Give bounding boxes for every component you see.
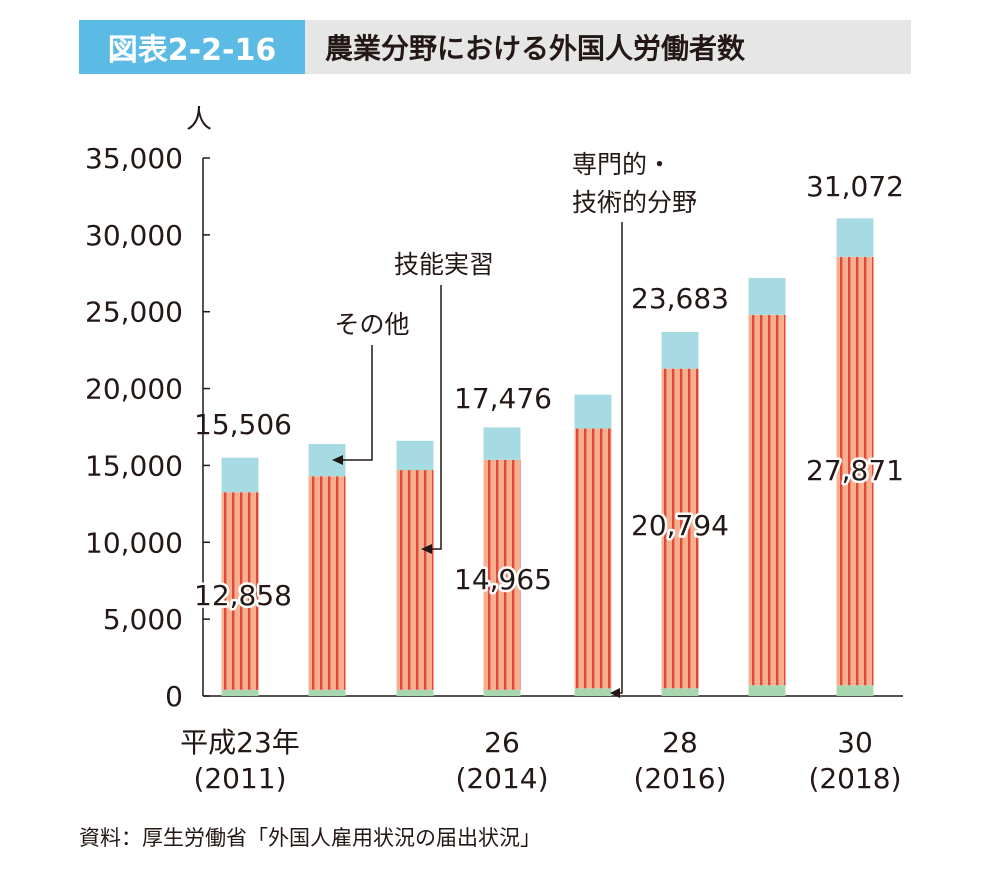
y-tick-label: 25,000 <box>85 296 183 329</box>
bar-other <box>574 394 612 429</box>
data-label-trainee: 20,794 <box>631 509 729 542</box>
bar-professional <box>221 689 259 696</box>
bar-other <box>748 277 786 315</box>
bar-other <box>483 427 521 460</box>
annotation-other: その他 <box>334 310 409 339</box>
x-tick-sublabel: (2011) <box>193 762 286 795</box>
data-label-total: 17,476 <box>454 382 552 415</box>
leader-line-other <box>340 345 373 461</box>
bar-trainee <box>836 256 874 686</box>
leader-arrow-professional <box>610 688 620 698</box>
bar-professional <box>396 689 434 696</box>
annotation-trainee: 技能実習 <box>394 250 494 279</box>
x-tick-label: 平成23年 <box>180 726 300 759</box>
data-label-total: 31,072 <box>806 170 904 203</box>
y-tick-label: 15,000 <box>85 449 183 482</box>
bar-trainee <box>574 428 612 689</box>
y-axis-label: 人 <box>186 105 212 135</box>
x-tick-label: 30 <box>837 726 873 759</box>
y-tick-label: 0 <box>165 680 183 713</box>
bar-trainee <box>221 492 259 690</box>
x-tick-sublabel: (2014) <box>455 762 548 795</box>
data-label-trainee: 12,858 <box>194 579 292 612</box>
annotation-professional-line2: 技術的分野 <box>572 188 697 217</box>
data-label-trainee: 14,965 <box>454 563 552 596</box>
data-label-trainee: 27,871 <box>806 454 904 487</box>
bar-trainee <box>661 368 699 689</box>
source-note: 資料：厚生労働省「外国人雇用状況の届出状況」 <box>79 826 541 850</box>
x-tick-label: 26 <box>484 726 520 759</box>
data-label-total: 15,506 <box>194 408 292 441</box>
y-tick-label: 20,000 <box>85 373 183 406</box>
bar-professional <box>661 688 699 696</box>
bar-other <box>221 457 259 493</box>
bar-professional <box>574 688 612 696</box>
leader-line-trainee <box>428 285 442 550</box>
y-tick-label: 5,000 <box>103 603 183 636</box>
bar-other <box>836 218 874 257</box>
y-tick-label: 30,000 <box>85 219 183 252</box>
bar-professional <box>748 685 786 696</box>
bar-professional <box>308 689 346 696</box>
data-label-total: 23,683 <box>631 282 729 315</box>
x-tick-sublabel: (2018) <box>808 762 901 795</box>
bar-trainee <box>308 476 346 690</box>
y-tick-label: 35,000 <box>85 142 183 175</box>
chart-title: 農業分野における外国人労働者数 <box>325 32 746 65</box>
bar-other <box>396 440 434 471</box>
y-tick-label: 10,000 <box>85 526 183 559</box>
leader-arrow-trainee <box>421 544 432 554</box>
leader-line-professional <box>617 222 623 694</box>
figure-number-badge: 図表2-2-16 <box>79 20 305 74</box>
bar-professional <box>836 685 874 696</box>
bar-trainee <box>483 459 521 690</box>
bar-professional <box>483 689 521 696</box>
x-tick-sublabel: (2016) <box>633 762 726 795</box>
leader-arrow-other <box>332 455 343 465</box>
bar-trainee <box>748 314 786 686</box>
x-tick-label: 28 <box>662 726 698 759</box>
bar-other <box>661 331 699 369</box>
bar-trainee <box>396 470 434 690</box>
annotation-professional-line1: 専門的・ <box>572 150 672 179</box>
